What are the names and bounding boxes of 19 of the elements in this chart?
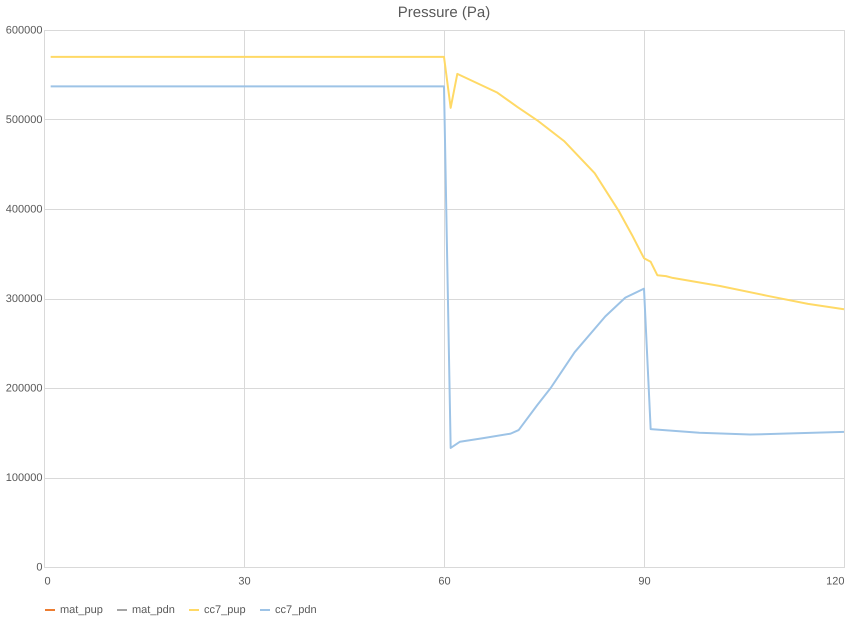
x-tick-label: 30 (238, 576, 251, 588)
x-tick-label: 0 (44, 576, 51, 588)
y-tick-label: 600000 (6, 24, 42, 36)
y-tick-label: 500000 (6, 114, 42, 126)
legend-label: mat_pup (60, 604, 103, 616)
legend-label: mat_pdn (132, 604, 175, 616)
chart-title: Pressure (Pa) (398, 4, 490, 21)
y-tick-label: 400000 (6, 204, 42, 216)
y-tick-label: 200000 (6, 382, 42, 394)
line-series (50, 56, 845, 310)
y-tick-label: 300000 (6, 293, 42, 305)
y-tick-label: 0 (36, 562, 42, 574)
line-series (50, 85, 845, 449)
y-tick-label: 100000 (6, 472, 42, 484)
legend-label: cc7_pup (204, 604, 246, 616)
x-tick-label: 60 (438, 576, 451, 588)
x-tick-label: 120 (826, 576, 844, 588)
x-tick-label: 90 (638, 576, 651, 588)
legend-label: cc7_pdn (275, 604, 317, 616)
